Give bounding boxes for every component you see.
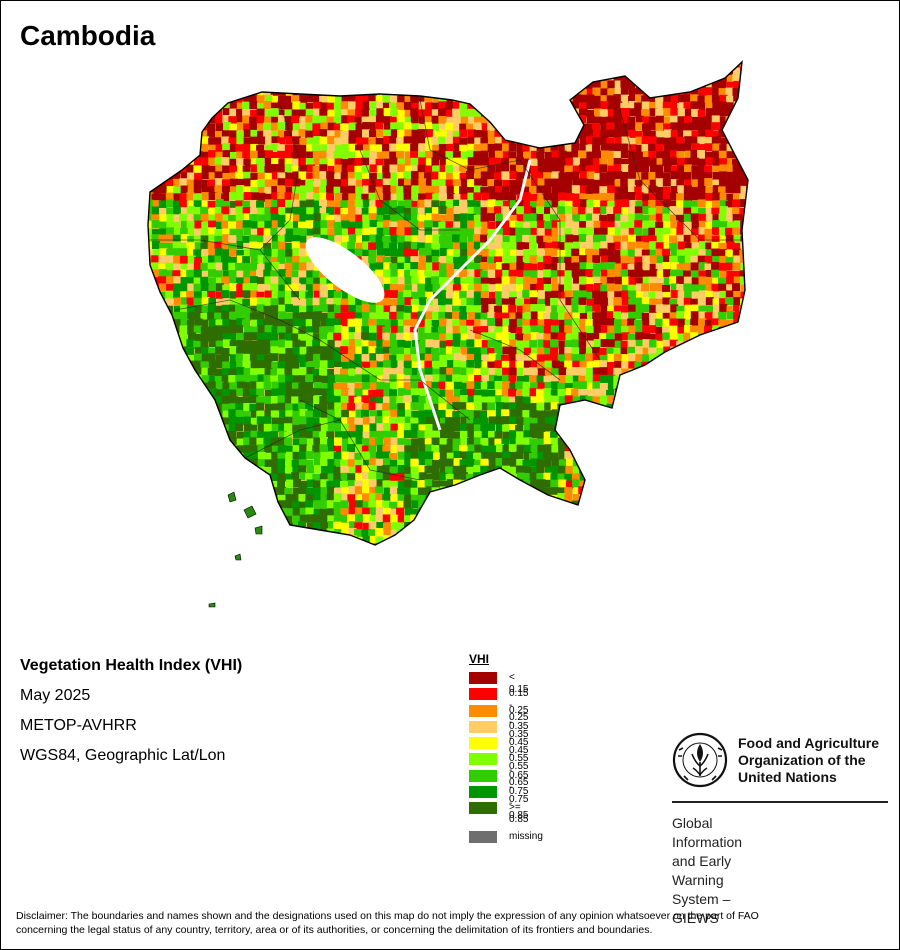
legend-swatch [469, 737, 497, 750]
country-border [147, 60, 749, 546]
legend-swatch [469, 672, 497, 684]
period-label: May 2025 [20, 687, 91, 704]
legend-item: < 0.15 [469, 670, 528, 695]
giews-label: Global Information and Early Warning Sys… [672, 814, 742, 928]
legend-item: 0.45 - 0.55 [469, 735, 528, 772]
legend-label: 0.75 - 0.85 [509, 786, 529, 822]
legend-item: 0.25 - 0.35 [469, 703, 528, 740]
legend-label: 0.35 - 0.45 [509, 720, 529, 756]
giews-line: Warning System – GIEWS [672, 872, 731, 926]
legend-item: 0.75 - 0.85 [469, 784, 528, 821]
legend-swatch [469, 786, 497, 799]
legend-swatch [469, 802, 497, 815]
org-name-line: Food and Agriculture [738, 735, 880, 751]
tonle-sap-lake [305, 237, 385, 303]
map-info: Vegetation Health Index (VHI) May 2025 M… [20, 656, 242, 776]
projection-label: WGS84, Geographic Lat/Lon [20, 747, 226, 764]
org-name-line: United Nations [738, 769, 837, 785]
org-name-line: Organization of the [738, 752, 866, 768]
legend-label: 0.55 - 0.65 [509, 753, 529, 789]
legend-label: >= 0.85 [509, 802, 529, 826]
legend-swatch [469, 704, 497, 717]
legend-label: 0.25 - 0.35 [509, 704, 529, 740]
org-name: Food and Agriculture Organization of the… [738, 735, 888, 786]
legend-label: missing [509, 830, 543, 842]
fao-emblem-icon [672, 732, 728, 788]
legend-label: < 0.15 [509, 672, 529, 695]
legend-item: 0.35 - 0.45 [469, 719, 528, 756]
disclaimer-line: concerning the legal status of any count… [16, 924, 653, 936]
legend-item: 0.15 - 0.25 [469, 686, 528, 723]
disclaimer-line: Disclaimer: The boundaries and names sho… [16, 910, 759, 922]
legend-swatch [469, 753, 497, 766]
legend-label: 0.15 - 0.25 [509, 688, 529, 724]
legend-title: VHI [469, 652, 490, 666]
legend: VHI < 0.15 0.15 - 0.25 0.25 - 0.35 0.35 … [469, 652, 543, 845]
legend-item-missing: missing [469, 829, 543, 845]
disclaimer: Disclaimer: The boundaries and names sho… [16, 909, 886, 937]
legend-item: 0.65 - 0.75 [469, 768, 528, 805]
logo-divider [672, 801, 888, 803]
coastal-islands [208, 491, 263, 608]
legend-item: >= 0.85 [469, 800, 528, 825]
legend-swatch [469, 769, 497, 782]
sensor-label: METOP-AVHRR [20, 717, 137, 734]
legend-label: 0.45 - 0.55 [509, 737, 529, 773]
index-title: Vegetation Health Index (VHI) [20, 657, 243, 674]
legend-item: 0.55 - 0.65 [469, 751, 528, 788]
legend-swatch [469, 720, 497, 733]
province-borders [150, 99, 742, 481]
giews-line: Global Information and Early [672, 815, 743, 869]
vhi-raster [148, 62, 748, 545]
map-title: Cambodia [20, 20, 156, 51]
legend-label: 0.65 - 0.75 [509, 769, 529, 805]
legend-swatch [469, 830, 497, 843]
legend-swatch [469, 688, 497, 701]
mekong-river [413, 159, 532, 431]
